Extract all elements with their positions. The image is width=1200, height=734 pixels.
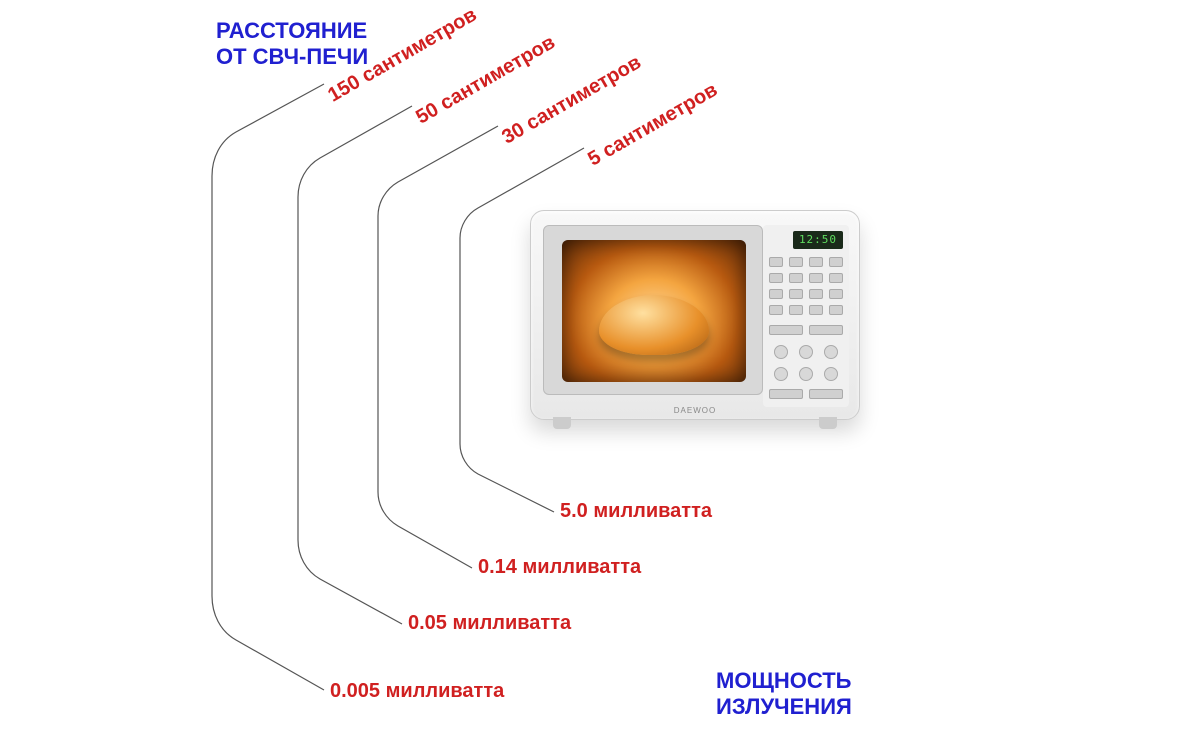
bracket-arc-0 xyxy=(212,84,324,690)
microwave-panel: 12:50 xyxy=(763,225,849,407)
power-label-1: 0.05 милливатта xyxy=(408,612,571,635)
microwave-door xyxy=(543,225,763,395)
bracket-arc-2 xyxy=(378,126,498,568)
title-distance: РАССТОЯНИЕ ОТ СВЧ-ПЕЧИ xyxy=(216,18,368,70)
bracket-arc-1 xyxy=(298,106,412,624)
microwave-illustration: 12:50 DAEWOO xyxy=(530,210,860,420)
microwave-brand: DAEWOO xyxy=(674,406,716,415)
title-power: МОЩНОСТЬ ИЗЛУЧЕНИЯ xyxy=(716,668,852,720)
microwave-window xyxy=(562,240,746,382)
power-label-0: 0.005 милливатта xyxy=(330,680,504,703)
power-label-2: 0.14 милливатта xyxy=(478,556,641,579)
microwave-display: 12:50 xyxy=(793,231,843,249)
power-label-3: 5.0 милливатта xyxy=(560,500,712,523)
microwave-food xyxy=(599,295,709,355)
